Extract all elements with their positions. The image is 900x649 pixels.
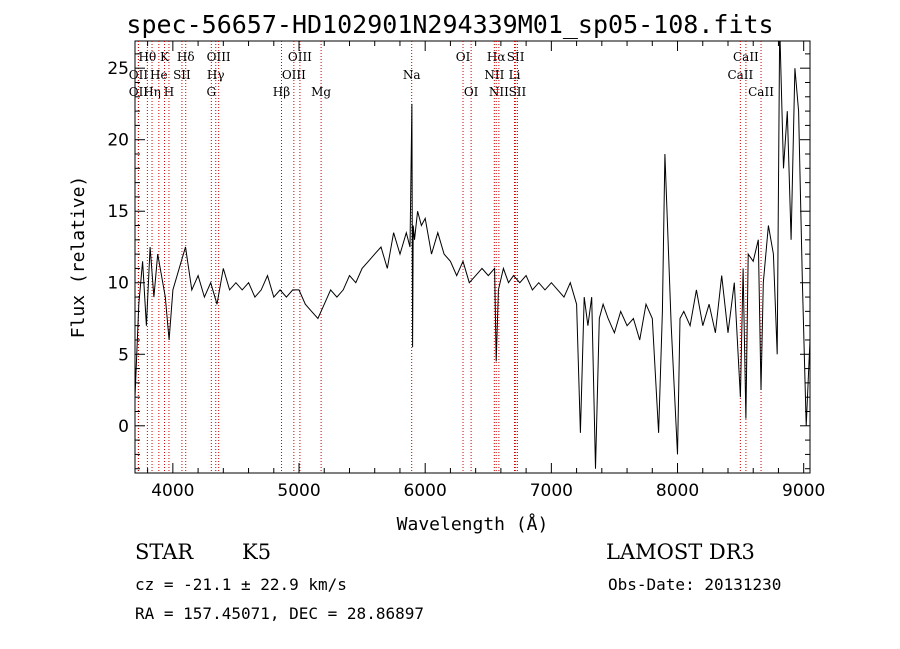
y-tick-label: 15 <box>107 202 129 222</box>
x-tick-label: 7000 <box>530 481 573 501</box>
line-marker-label: Hα <box>487 50 506 64</box>
line-marker-label: Hδ <box>177 50 195 64</box>
line-marker-label: H <box>164 85 174 99</box>
redshift-readout: cz = -21.1 ± 22.9 km/s <box>135 575 347 594</box>
plot-frame <box>134 40 811 474</box>
line-marker-label: K <box>160 50 170 64</box>
line-marker-label: NII <box>489 85 509 99</box>
y-tick-label: 5 <box>118 345 129 365</box>
line-marker-label: SII <box>507 50 525 64</box>
y-tick-label: 0 <box>118 417 129 437</box>
y-tick-label: 25 <box>107 59 129 79</box>
chart-title: spec-56657-HD102901N294339M01_sp05-108.f… <box>126 10 774 39</box>
observation-date: Obs-Date: 20131230 <box>608 575 782 594</box>
line-marker-label: Hγ <box>207 68 225 82</box>
y-tick-label: 20 <box>107 131 129 151</box>
line-marker-label: OI <box>456 50 471 64</box>
spectrum-series <box>135 41 810 469</box>
line-marker-label: NII <box>484 68 504 82</box>
x-tick-label: 4000 <box>151 481 194 501</box>
line-marker-label: SII <box>509 85 527 99</box>
y-tick-label: 10 <box>107 274 129 294</box>
line-marker-label: OIII <box>288 50 312 64</box>
line-marker-label: Hη <box>143 85 161 99</box>
x-axis: 4000 5000 6000 7000 8000 9000 <box>147 41 825 501</box>
x-tick-label: 9000 <box>782 481 825 501</box>
x-tick-label: 6000 <box>404 481 447 501</box>
y-axis-label: Flux (relative) <box>68 176 89 339</box>
line-marker-label: OIII <box>207 50 231 64</box>
spectrum-line <box>135 41 810 469</box>
object-subclass: K5 <box>242 540 272 564</box>
line-marker-label: Na <box>403 68 421 82</box>
survey-name: LAMOST DR3 <box>606 540 755 564</box>
line-marker-label: Hβ <box>273 85 290 99</box>
line-marker-label: SII <box>173 68 191 82</box>
plot-border <box>134 40 811 474</box>
line-marker-label: OII <box>129 85 149 99</box>
line-marker-label: Li <box>509 68 521 82</box>
line-marker-label: CaII <box>748 85 774 99</box>
x-tick-label: 5000 <box>277 481 320 501</box>
coordinates-readout: RA = 157.45071, DEC = 28.86897 <box>135 604 424 623</box>
line-marker-label: CaII <box>727 68 753 82</box>
line-marker-label: Mg <box>311 85 331 99</box>
line-marker-label: CaII <box>733 50 759 64</box>
line-marker-label: He <box>150 68 168 82</box>
x-axis-label: Wavelength (Å) <box>397 513 549 535</box>
y-axis: 0 5 10 15 20 25 <box>107 53 810 470</box>
line-marker-label: Hθ <box>139 50 157 64</box>
object-class: STAR <box>135 540 194 564</box>
line-marker-label: OIII <box>282 68 306 82</box>
line-marker-label: OI <box>464 85 479 99</box>
line-marker-label: G <box>207 85 217 99</box>
x-tick-label: 8000 <box>656 481 699 501</box>
